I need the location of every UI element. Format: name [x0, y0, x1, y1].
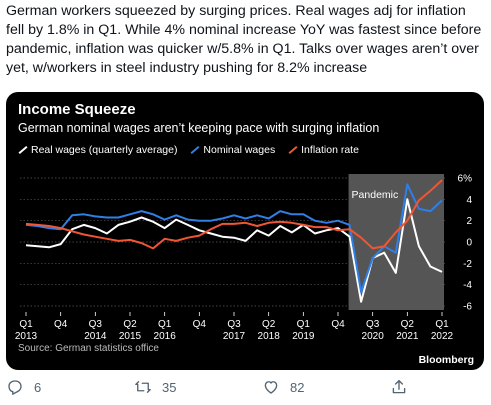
x-tick-label: Q1 [435, 319, 449, 330]
x-tick-label: Q3 [227, 319, 241, 330]
x-tick-label: Q3 [366, 319, 380, 330]
chart-title: Income Squeeze [18, 101, 136, 118]
legend-swatch-nominal-wages [190, 146, 200, 155]
reply-button[interactable]: 6 [6, 378, 41, 396]
x-tick-year: 2018 [258, 331, 281, 342]
legend-item-nominal-wages: Nominal wages [190, 144, 275, 156]
y-tick-label: 4 [466, 195, 472, 206]
like-icon [264, 381, 278, 394]
x-tick-label: Q4 [331, 319, 345, 330]
legend-item-inflation: Inflation rate [288, 144, 359, 156]
reply-icon [8, 380, 22, 395]
tweet-text: German workers squeezed by surging price… [6, 3, 482, 76]
y-tick-label: 6% [458, 174, 473, 185]
x-tick-label: Q2 [401, 319, 415, 330]
x-tick-year: 2019 [292, 331, 315, 342]
chart-legend: Real wages (quarterly average) Nominal w… [18, 144, 369, 156]
series-inflation-line [25, 179, 443, 250]
tweet-actions: 6 35 82 [6, 378, 484, 400]
retweet-icon [135, 381, 151, 393]
x-tick-label: Q2 [262, 319, 276, 330]
retweet-count: 35 [162, 379, 177, 395]
x-tick-year: 2020 [362, 331, 385, 342]
legend-item-real-wages: Real wages (quarterly average) [18, 144, 178, 156]
x-tick-label: Q1 [19, 319, 33, 330]
chart-card[interactable]: Pandemic 6% 4 2 0 -2 -4 -6 Q1 2013 Q4 Q3 2014 Q2 2015… [6, 92, 484, 370]
x-tick-label: Q4 [193, 319, 207, 330]
retweet-button[interactable]: 35 [134, 378, 176, 396]
y-tick-label: -6 [463, 302, 472, 313]
like-button[interactable]: 82 [262, 378, 304, 396]
x-tick-year: 2021 [396, 331, 419, 342]
x-tick-label: Q2 [123, 319, 137, 330]
y-tick-label: -2 [463, 259, 472, 270]
legend-swatch-real-wages [18, 146, 28, 155]
chart-subtitle: German nominal wages aren’t keeping pace… [18, 121, 380, 135]
chart-source: Source: German statistics office [18, 343, 159, 354]
pandemic-label: Pandemic [352, 189, 399, 201]
y-tick-label: 2 [466, 216, 472, 227]
legend-label-nominal-wages: Nominal wages [203, 144, 276, 156]
legend-swatch-inflation [288, 146, 298, 155]
share-button[interactable] [390, 378, 418, 396]
x-tick-year: 2013 [15, 331, 38, 342]
series-nominal-wages-line [25, 183, 443, 294]
x-tick-label: Q3 [89, 319, 103, 330]
bloomberg-logo: Bloomberg [418, 354, 474, 366]
x-tick-year: 2017 [223, 331, 246, 342]
x-tick-label: Q1 [297, 319, 311, 330]
share-icon [392, 379, 406, 394]
y-tick-label: 0 [466, 238, 472, 249]
x-tick-year: 2014 [84, 331, 107, 342]
reply-count: 6 [34, 379, 42, 395]
x-tick-label: Q1 [158, 319, 172, 330]
x-tick-year: 2016 [154, 331, 177, 342]
x-tick-label: Q4 [54, 319, 68, 330]
x-tick-year: 2022 [431, 331, 454, 342]
legend-label-real-wages: Real wages (quarterly average) [31, 144, 178, 156]
x-tick-year: 2015 [119, 331, 142, 342]
like-count: 82 [290, 379, 305, 395]
legend-label-inflation: Inflation rate [301, 144, 359, 156]
y-tick-label: -4 [463, 280, 472, 291]
